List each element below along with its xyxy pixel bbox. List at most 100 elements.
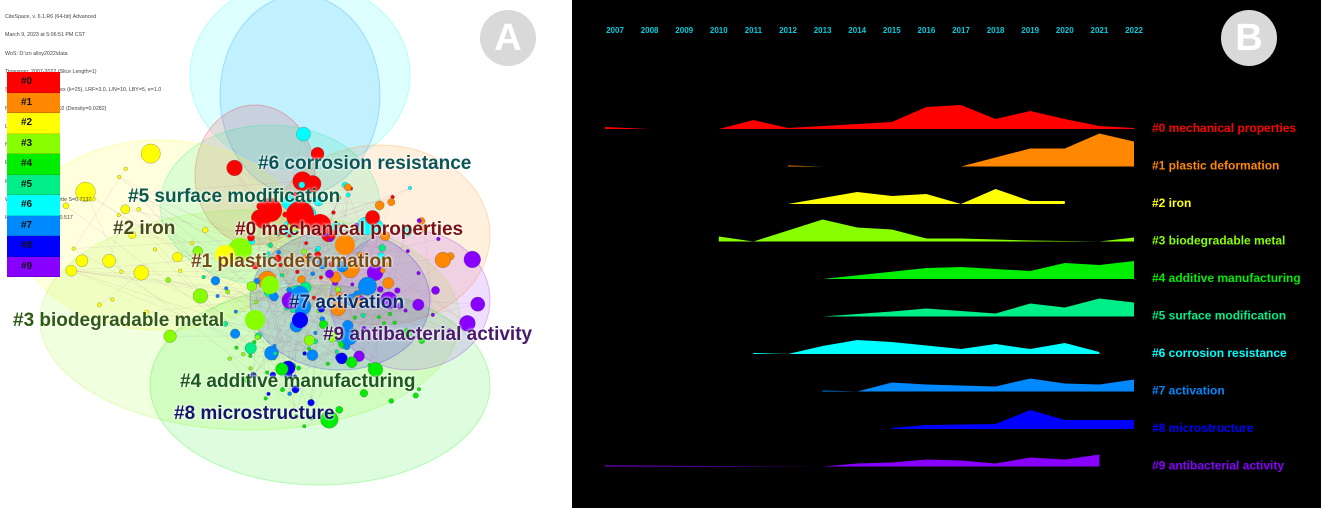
network-node: [388, 398, 394, 404]
network-node: [319, 320, 329, 329]
cluster-label-iron: #2 iron: [113, 218, 176, 239]
network-node: [165, 277, 171, 283]
timeline-area: [822, 378, 1134, 392]
year-tick-label: 2019: [1021, 26, 1039, 35]
network-node: [291, 385, 300, 394]
network-node: [241, 352, 246, 357]
network-node: [374, 200, 385, 211]
timeline-panel: 2007 2008 2009 2010 2011 2012 2013 2014 2015 2016…: [574, 0, 1321, 508]
timeline-area: [788, 189, 1065, 204]
network-node: [353, 350, 365, 362]
timeline-cluster-label: #6 corrosion resistance: [1152, 346, 1287, 360]
network-node: [387, 198, 396, 207]
cluster-label-microstructure: #8 microstructure: [174, 403, 335, 424]
network-node: [250, 372, 257, 379]
network-node: [326, 330, 339, 343]
network-node: [303, 334, 315, 346]
timeline-cluster-label: #1 plastic deformation: [1152, 159, 1279, 173]
legend-entry-6: #6: [7, 195, 60, 216]
network-node: [140, 143, 161, 164]
network-node: [272, 344, 277, 349]
network-node: [116, 213, 121, 218]
year-tick-label: 2013: [814, 26, 832, 35]
network-node: [257, 255, 262, 260]
network-node: [307, 399, 315, 407]
network-node-hub: [261, 276, 279, 294]
network-node: [319, 275, 323, 280]
network-node: [403, 308, 408, 313]
network-node: [358, 276, 377, 296]
network-node: [356, 251, 364, 260]
network-node: [133, 265, 149, 281]
timeline-area: [822, 298, 1134, 317]
network-node: [317, 305, 325, 313]
network-node: [292, 191, 298, 197]
network-node: [251, 261, 260, 270]
network-node: [136, 207, 142, 212]
panel-a-badge: A: [480, 10, 536, 66]
timeline-area: [605, 105, 1134, 129]
network-node: [302, 351, 307, 356]
network-node: [353, 222, 359, 228]
network-node: [273, 351, 278, 356]
network-node: [392, 320, 397, 325]
cluster-label-antibacterial-activity: #9 antibacterial activity: [323, 324, 533, 345]
year-tick-label: 2017: [952, 26, 970, 35]
year-tick-label: 2011: [745, 26, 763, 35]
legend-entry-0: #0: [7, 72, 60, 93]
year-tick-label: 2021: [1091, 26, 1109, 35]
network-node: [331, 210, 336, 215]
network-node: [264, 345, 279, 361]
network-node: [313, 196, 324, 207]
network-node: [343, 183, 352, 192]
cluster-hull: [189, 0, 411, 171]
network-node: [316, 246, 321, 251]
timeline-area: [788, 133, 1134, 167]
network-node: [306, 349, 319, 361]
network-node: [325, 269, 334, 279]
network-node: [434, 252, 451, 268]
network-node: [338, 224, 343, 229]
network-node: [376, 315, 381, 320]
network-node-hub: [286, 201, 314, 229]
network-node: [365, 210, 380, 225]
year-tick-label: 2018: [987, 26, 1005, 35]
legend-entry-3: #3: [7, 133, 60, 154]
year-tick-label: 2020: [1056, 26, 1074, 35]
panel-b-badge: B: [1221, 10, 1277, 66]
network-node: [459, 315, 476, 332]
network-node: [335, 336, 341, 342]
network-node: [302, 424, 307, 429]
network-node: [383, 261, 388, 267]
year-tick-label: 2015: [883, 26, 901, 35]
network-node: [215, 294, 220, 299]
network-node: [361, 325, 367, 331]
network-node: [266, 391, 271, 396]
network-node: [380, 291, 398, 310]
network-node: [329, 295, 334, 300]
network-node: [227, 356, 232, 361]
metadata-line: CiteSpace, v. 6.1.R6 (64-bit) Advanced: [5, 14, 97, 21]
year-tick-label: 2010: [710, 26, 728, 35]
timeline-cluster-label: #3 biodegradable metal: [1152, 234, 1285, 248]
network-node: [408, 186, 412, 190]
network-node: [447, 328, 452, 333]
year-tick-label: 2008: [641, 26, 659, 35]
network-node: [387, 311, 393, 317]
network-node: [280, 273, 285, 278]
network-node: [210, 276, 221, 286]
network-node: [336, 195, 342, 201]
cluster-label-additive-manufacturing: #4 additive manufacturing: [180, 371, 416, 392]
legend-entry-2: #2: [7, 113, 60, 134]
network-node: [263, 396, 268, 401]
network-node: [202, 227, 209, 234]
network-node: [359, 295, 365, 301]
network-node: [310, 271, 315, 276]
timeline-cluster-label: #5 surface modification: [1152, 309, 1286, 323]
network-node: [238, 226, 244, 231]
network-node: [401, 225, 413, 237]
legend-entry-4: #4: [7, 154, 60, 175]
network-node-hub: [291, 286, 309, 304]
network-node: [328, 237, 334, 242]
network-node: [192, 246, 203, 257]
